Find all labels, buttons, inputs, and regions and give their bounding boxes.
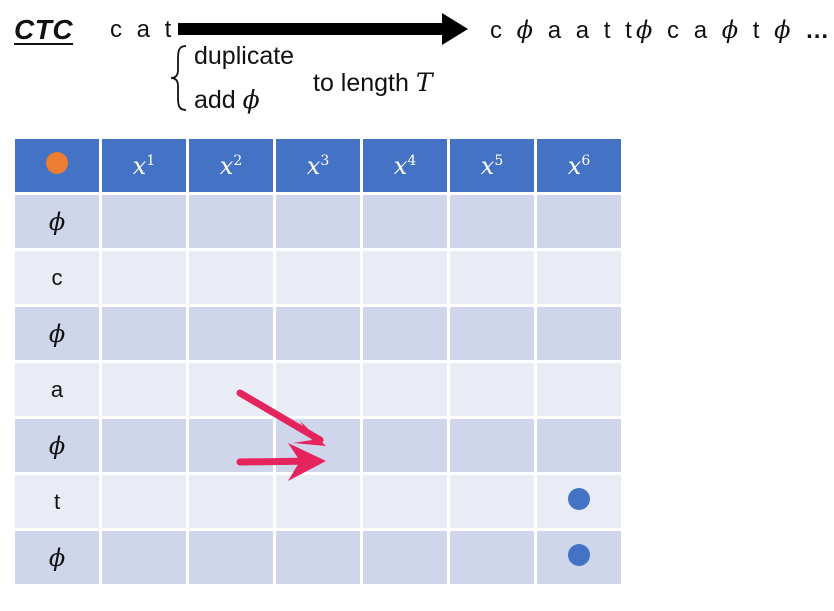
grid-cell [363,363,447,416]
grid-cell [102,531,186,584]
grid-cell [276,475,360,528]
grid-row-4: a [15,363,621,416]
to-length-label: to length T [313,68,433,98]
seq2-phi-c: ϕ [774,16,795,44]
grid-cell [363,419,447,472]
horizontal-arrow [236,443,326,481]
path-cell-r7-c6 [537,531,621,584]
grid-cell [537,363,621,416]
grid-row-2: c [15,251,621,304]
row-label-1: ϕ [15,195,99,248]
grid-cell [276,195,360,248]
seq1-part-0: c [490,17,506,44]
grid-cell [189,251,273,304]
grid-cell [537,419,621,472]
row-label-6: t [15,475,99,528]
ctc-alignment-grid: x1 x2 x3 x4 x5 x6 ϕ c ϕ a ϕ t ϕ [12,136,624,587]
path-cell-r6-c6 [537,475,621,528]
grid-cell [450,307,534,360]
grid-cell [450,195,534,248]
grid-cell [537,195,621,248]
ellipsis: … [805,17,830,44]
grid-cell [102,475,186,528]
grid-cell [102,419,186,472]
grid-row-7: ϕ [15,531,621,584]
grid-cell [189,475,273,528]
row-label-3: ϕ [15,307,99,360]
grid-cell [102,307,186,360]
grid-row-3: ϕ [15,307,621,360]
grid-cell [537,251,621,304]
col-header-5: x5 [450,139,534,192]
ctc-title: CTC [14,14,74,45]
operation-add-phi: add ϕ [194,85,260,115]
grid-cell [450,531,534,584]
operation-add-label: add [194,86,236,114]
seq2-part-1: c a [667,17,712,44]
grid-cell [363,307,447,360]
path-dot [568,488,590,510]
seq2-part-3: t [752,17,764,44]
grid-cell [276,531,360,584]
grid-cell [276,251,360,304]
operation-add-symbol: ϕ [242,85,260,114]
input-sequence: c a t [110,16,176,43]
output-sequence-2: ϕ c a ϕ t ϕ … [636,16,829,45]
col-header-1: x1 [102,139,186,192]
output-sequence-1: c ϕ a a t t [490,16,636,45]
seq2-phi-b: ϕ [721,16,743,44]
row-label-5: ϕ [15,419,99,472]
grid-cell [363,531,447,584]
length-symbol: T [415,68,433,97]
grid-cell [450,363,534,416]
seq2-phi-a: ϕ [636,16,657,44]
grid-cell [450,251,534,304]
grid-cell [450,419,534,472]
path-dot [568,544,590,566]
grid-cell [450,475,534,528]
grid-cell [276,363,360,416]
curly-brace [170,45,187,111]
grid-row-1: ϕ [15,195,621,248]
col-header-4: x4 [363,139,447,192]
col-header-6: x6 [537,139,621,192]
seq1-part-2: a a t t [547,17,636,44]
grid-cell [363,251,447,304]
row-label-2: c [15,251,99,304]
corner-cell [15,139,99,192]
seq1-phi: ϕ [516,16,538,44]
operation-duplicate: duplicate [194,42,295,70]
row-label-4: a [15,363,99,416]
col-header-3: x3 [276,139,360,192]
grid-cell [276,307,360,360]
grid-cell [189,531,273,584]
grid-cell [102,251,186,304]
grid-cell [189,195,273,248]
grid-cell [363,195,447,248]
header-row: x1 x2 x3 x4 x5 x6 [15,139,621,192]
row-label-7: ϕ [15,531,99,584]
diagonal-arrow [236,389,326,446]
grid-cell [102,363,186,416]
to-length-text: to length [313,69,409,97]
grid-cell [363,475,447,528]
grid-cell [189,307,273,360]
long-arrow [178,13,468,45]
grid-row-6: t [15,475,621,528]
grid-cell [537,307,621,360]
col-header-2: x2 [189,139,273,192]
start-dot [46,151,68,174]
grid-cell [102,195,186,248]
